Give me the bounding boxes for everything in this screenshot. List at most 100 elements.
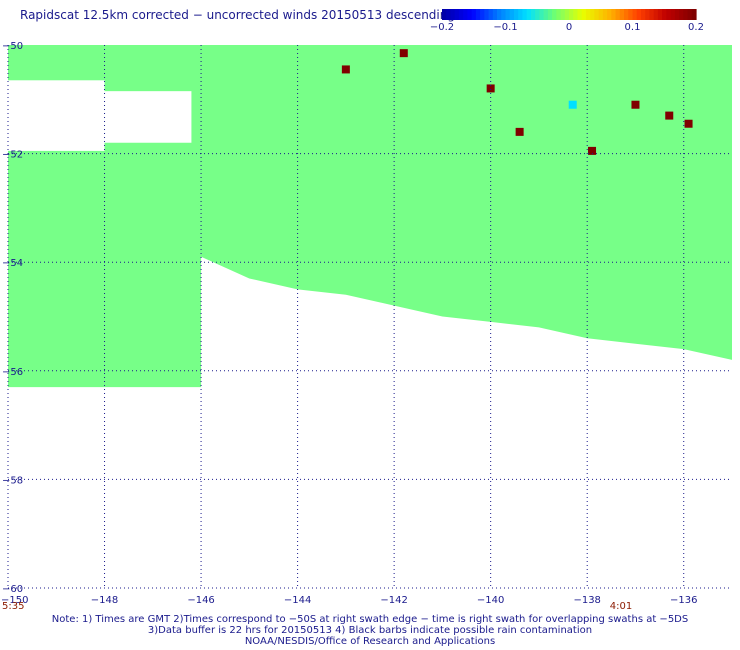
colorbar-segment: [509, 9, 515, 20]
colorbar-segment: [628, 9, 634, 20]
chart-title: Rapidscat 12.5km corrected − uncorrected…: [20, 8, 455, 22]
colorbar-segment: [577, 9, 583, 20]
x-tick-label: −142: [380, 595, 407, 606]
colorbar-segment: [598, 9, 604, 20]
note-line: 3)Data buffer is 22 hrs for 20150513 4) …: [147, 625, 593, 636]
x-tick-label: −136: [670, 595, 697, 606]
colorbar-segment: [679, 9, 684, 20]
colorbar-segment: [670, 9, 676, 20]
x-tick-label: −150: [1, 595, 28, 606]
colorbar-segment: [607, 9, 612, 20]
colorbar-segment: [683, 9, 689, 20]
colorbar-tick-label: 0.1: [625, 22, 641, 33]
y-tick-label: −58: [2, 475, 23, 486]
y-tick-label: −56: [2, 367, 23, 378]
colorbar-segment: [632, 9, 638, 20]
colorbar-segment: [463, 9, 468, 20]
colorbar-segment: [454, 9, 460, 20]
data-point: [399, 49, 408, 58]
colorbar-segment: [662, 9, 667, 20]
colorbar-tick-label: 0.2: [688, 22, 704, 33]
colorbar-segment: [653, 9, 659, 20]
colorbar-segment: [573, 9, 579, 20]
colorbar-segment: [471, 9, 477, 20]
data-gap: [104, 91, 192, 143]
data-point: [588, 146, 597, 155]
axes: −150 −148 −146 −144 −142 −140 −138 −136 −50 −52 −5…: [1, 41, 732, 606]
colorbar-segment: [666, 9, 672, 20]
colorbar-tick-label: −0.2: [430, 22, 454, 33]
colorbar-segment: [492, 9, 498, 20]
colorbar-segment: [467, 9, 473, 20]
colorbar-segment: [581, 9, 587, 20]
colorbar-segment: [640, 9, 646, 20]
data-point: [486, 84, 495, 93]
colorbar-segment: [585, 9, 591, 20]
colorbar-segment: [484, 9, 490, 20]
data-point: [631, 100, 640, 109]
colorbar-segment: [594, 9, 600, 20]
colorbar-segment: [552, 9, 557, 20]
colorbar-segment: [505, 9, 511, 20]
x-tick-label: −138: [573, 595, 600, 606]
colorbar-segment: [501, 9, 507, 20]
colorbar-segment: [649, 9, 655, 20]
colorbar-segment: [615, 9, 621, 20]
data-point: [341, 65, 350, 74]
footnotes: Note: 1) Times are GMT 2)Times correspon…: [0, 614, 740, 647]
colorbar-segment: [674, 9, 680, 20]
colorbar: −0.2 −0.1 0 0.1 0.2: [430, 9, 704, 33]
colorbar-tick-label: 0: [566, 22, 572, 33]
colorbar-segment: [636, 9, 642, 20]
colorbar-segment: [480, 9, 485, 20]
data-point: [515, 127, 524, 136]
colorbar-segment: [624, 9, 629, 20]
colorbar-segment: [619, 9, 625, 20]
y-tick-label: −60: [2, 584, 23, 595]
colorbar-segment: [442, 9, 447, 20]
colorbar-segment: [530, 9, 536, 20]
colorbar-segment: [526, 9, 532, 20]
colorbar-segment: [450, 9, 456, 20]
x-tick-label: −148: [91, 595, 118, 606]
time-labels: 5:35 4:01: [2, 601, 632, 612]
colorbar-segment: [556, 9, 562, 20]
data-points: [341, 49, 693, 155]
colorbar-segment: [513, 9, 519, 20]
data-gap: [8, 80, 105, 151]
colorbar-segment: [539, 9, 545, 20]
colorbar-segment: [645, 9, 651, 20]
y-tick-label: −52: [2, 150, 23, 161]
colorbar-segment: [488, 9, 494, 20]
y-tick-label: −50: [2, 41, 23, 52]
colorbar-segment: [446, 9, 452, 20]
colorbar-segment: [611, 9, 617, 20]
colorbar-tick-label: −0.1: [493, 22, 517, 33]
data-point: [684, 119, 693, 128]
colorbar-segment: [543, 9, 549, 20]
y-tick-label: −54: [2, 258, 23, 269]
time-label-right: 4:01: [610, 601, 632, 612]
colorbar-segment: [560, 9, 566, 20]
grid: [8, 45, 732, 588]
colorbar-segment: [475, 9, 481, 20]
note-line: NOAA/NESDIS/Office of Research and Appli…: [244, 636, 496, 647]
colorbar-segment: [564, 9, 570, 20]
colorbar-segment: [569, 9, 574, 20]
colorbar-segment: [547, 9, 553, 20]
time-label-left: 5:35: [2, 601, 24, 612]
colorbar-segment: [691, 9, 697, 20]
colorbar-segment: [602, 9, 608, 20]
colorbar-segment: [590, 9, 595, 20]
colorbar-segment: [458, 9, 464, 20]
x-tick-label: −146: [187, 595, 214, 606]
colorbar-segment: [497, 9, 502, 20]
colorbar-segment: [687, 9, 693, 20]
colorbar-segment: [657, 9, 663, 20]
colorbar-segment: [535, 9, 540, 20]
colorbar-segment: [522, 9, 528, 20]
swath-area: [8, 45, 732, 388]
x-tick-label: −144: [284, 595, 311, 606]
data-point: [665, 111, 674, 120]
